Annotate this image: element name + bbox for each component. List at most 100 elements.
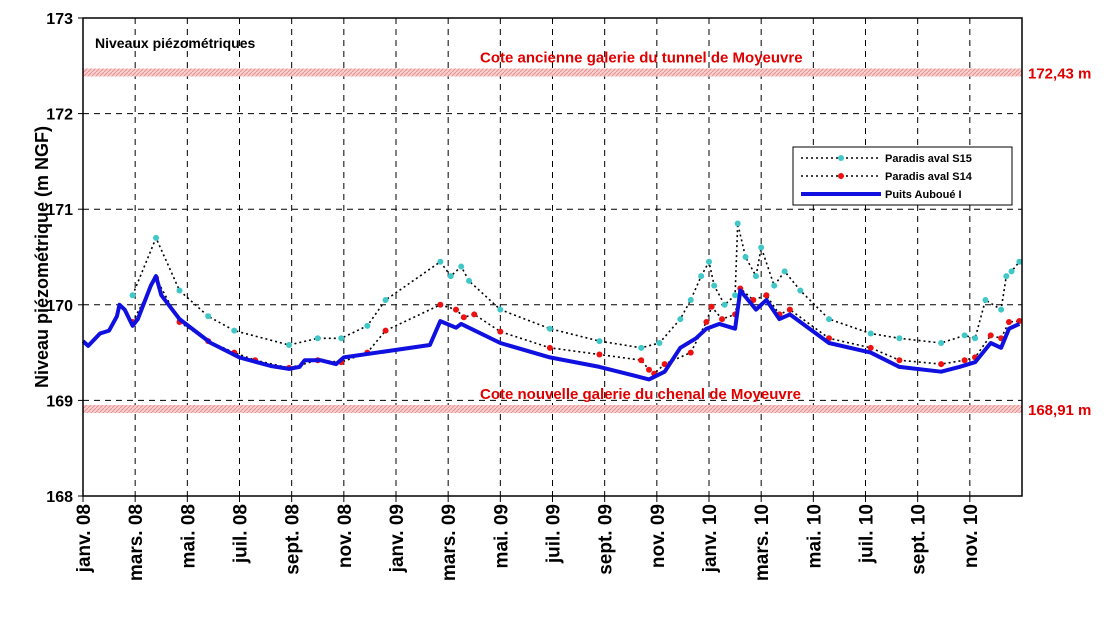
series-marker	[176, 287, 183, 294]
series-marker	[546, 325, 553, 332]
series-marker	[987, 332, 994, 339]
series-marker	[732, 292, 739, 299]
series-marker	[596, 338, 603, 345]
series-marker	[781, 268, 788, 275]
x-tick-label: mars. 09	[439, 504, 460, 581]
plot-frame	[82, 17, 1023, 497]
series-marker	[706, 258, 712, 265]
legend-label: Paradis aval S15	[885, 153, 972, 165]
series-marker	[497, 328, 504, 335]
series-marker	[786, 306, 793, 313]
series-marker	[687, 297, 694, 304]
x-tick-label: mars. 08	[126, 504, 147, 581]
x-tick-label: mai. 10	[804, 504, 825, 568]
series-marker	[471, 311, 478, 318]
reference-value-label: 168,91 m	[1028, 402, 1091, 419]
series-marker	[896, 335, 903, 342]
y-tick-label: 168	[46, 489, 73, 506]
x-tick-label: nov. 10	[961, 504, 982, 568]
series-marker	[972, 335, 979, 342]
series-marker	[982, 297, 989, 304]
series-marker	[638, 357, 645, 364]
series-marker	[338, 335, 345, 342]
legend-label: Puits Auboué I	[885, 189, 962, 201]
series-marker	[314, 335, 321, 342]
series-marker	[129, 292, 136, 299]
series-marker	[458, 263, 465, 270]
series-marker	[961, 332, 968, 339]
series-marker	[938, 340, 945, 347]
series-marker	[708, 303, 715, 310]
series-marker	[646, 366, 653, 373]
x-tick-label: janv. 09	[387, 504, 408, 573]
series-marker	[546, 344, 553, 351]
x-tick-label: janv. 10	[700, 504, 721, 573]
series-line	[81, 274, 1021, 382]
series-marker	[703, 319, 710, 326]
y-tick-label: 172	[46, 107, 73, 124]
series-marker	[698, 273, 705, 280]
chart-title: Niveaux piézométriques	[95, 35, 255, 51]
reference-value-label: 172,43 m	[1028, 65, 1091, 82]
series-marker	[1016, 258, 1023, 265]
x-tick-label: nov. 09	[648, 504, 669, 568]
legend-marker	[838, 155, 844, 161]
legend-label: Paradis aval S14	[885, 171, 973, 183]
y-tick-label: 169	[46, 393, 73, 410]
series-marker	[638, 344, 645, 351]
x-tick-label: sept. 10	[909, 504, 930, 575]
series-marker	[711, 282, 718, 289]
series-marker	[719, 316, 726, 323]
series-marker	[797, 287, 804, 294]
legend-marker	[838, 173, 844, 179]
series-marker	[382, 327, 389, 334]
x-tick-label: sept. 08	[283, 504, 304, 575]
series-line	[131, 223, 1021, 349]
series-marker	[364, 322, 371, 329]
series-marker	[205, 313, 212, 320]
series-marker	[687, 349, 694, 356]
series-marker	[286, 341, 293, 348]
series-marker	[961, 357, 968, 364]
reference-text: Cote nouvelle galerie du chenal de Moyeu…	[480, 386, 801, 403]
series-marker	[896, 357, 903, 364]
series-marker	[596, 351, 603, 358]
series-marker	[231, 327, 238, 334]
reference-band	[83, 405, 1022, 414]
series-marker	[867, 344, 874, 351]
series-marker	[867, 330, 874, 337]
series-marker	[998, 306, 1005, 313]
series-marker	[656, 340, 663, 347]
series-marker	[771, 282, 778, 289]
series-marker	[1005, 319, 1012, 326]
x-tick-label: juil. 10	[857, 504, 878, 564]
series-marker	[661, 361, 668, 368]
series-marker	[825, 316, 832, 323]
series-marker	[758, 244, 765, 251]
x-tick-label: nov. 08	[335, 504, 356, 568]
series-marker	[382, 297, 389, 304]
y-tick-label: 171	[46, 202, 73, 219]
y-tick-label: 170	[46, 298, 73, 315]
x-tick-label: juil. 09	[544, 504, 565, 564]
reference-band	[83, 68, 1022, 77]
series-marker	[447, 273, 454, 280]
y-axis-label: Niveau piézométrique (m NGF)	[32, 126, 52, 388]
series-marker	[452, 306, 459, 313]
series-marker	[742, 254, 749, 260]
x-tick-label: mai. 09	[491, 504, 512, 568]
x-tick-label: janv. 08	[74, 504, 95, 573]
series-marker	[466, 277, 473, 284]
x-tick-label: juil. 08	[231, 504, 252, 564]
x-tick-label: sept. 09	[596, 504, 617, 575]
series-marker	[437, 301, 444, 308]
y-tick-label: 173	[46, 11, 73, 28]
series-marker	[497, 306, 504, 313]
series-marker	[437, 258, 444, 265]
series-marker	[677, 316, 684, 323]
series-marker	[763, 292, 770, 299]
series-marker	[938, 361, 945, 368]
x-tick-label: mai. 08	[178, 504, 199, 568]
